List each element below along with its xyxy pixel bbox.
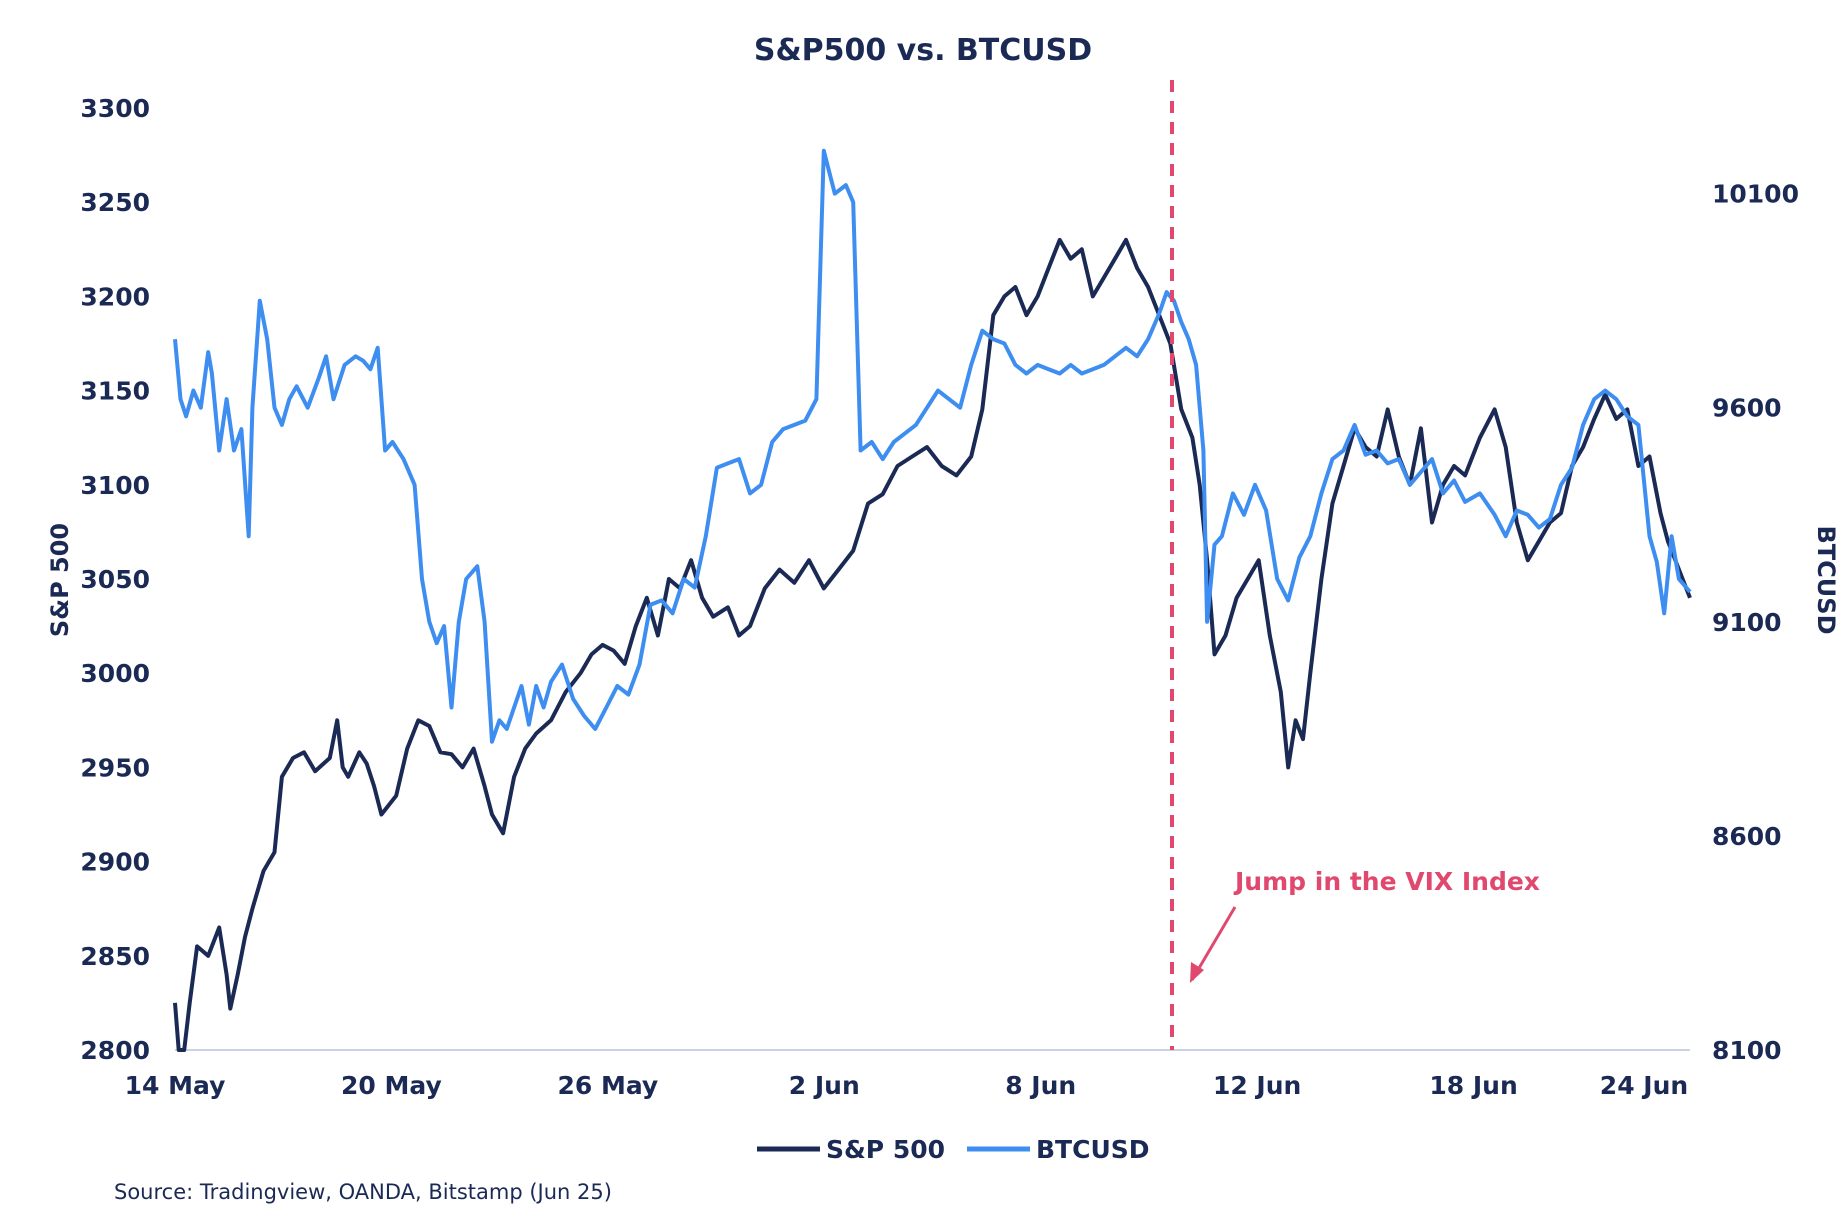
x-tick-label: 12 Jun [1213,1071,1301,1100]
right-tick-label: 8100 [1712,1036,1782,1065]
x-tick-label: 8 Jun [1005,1071,1076,1100]
x-tick-label: 24 Jun [1600,1071,1688,1100]
left-tick-label: 2900 [80,848,150,877]
left-tick-label: 3000 [80,659,150,688]
left-tick-label: 2850 [80,942,150,971]
vix-annotation-arrowhead [1190,962,1204,983]
x-tick-label: 14 May [125,1071,226,1100]
left-tick-label: 2800 [80,1036,150,1065]
legend-label-sp500: S&P 500 [826,1135,945,1164]
x-tick-label: 20 May [341,1071,442,1100]
right-tick-label: 10100 [1712,180,1799,209]
legend: S&P 500 BTCUSD [757,1135,1150,1164]
right-tick-label: 9600 [1712,394,1782,423]
chart-title: S&P500 vs. BTCUSD [754,33,1092,68]
x-tick-label: 18 Jun [1429,1071,1517,1100]
left-tick-label: 3300 [80,94,150,123]
left-tick-label: 2950 [80,753,150,782]
right-axis-label: BTCUSD [1812,526,1840,635]
left-tick-label: 3150 [80,377,150,406]
series-line-sp500 [173,237,1692,1052]
x-tick-label: 2 Jun [789,1071,860,1100]
left-axis-label: S&P 500 [46,523,74,637]
series-line-btcusd [173,148,1692,744]
right-tick-label: 8600 [1712,822,1782,851]
source-note: Source: Tradingview, OANDA, Bitstamp (Ju… [114,1180,612,1204]
right-tick-label: 9100 [1712,608,1782,637]
left-tick-label: 3100 [80,471,150,500]
legend-label-btcusd: BTCUSD [1036,1135,1150,1164]
x-axis-ticks: 14 May 20 May 26 May 2 Jun 8 Jun 12 Jun 18 Jun… [125,1071,1689,1100]
left-axis-ticks: 3300 3250 3200 3150 3100 3050 3000 2950 2900 2850… [80,94,150,1065]
left-tick-label: 3200 [80,282,150,311]
left-tick-label: 3050 [80,565,150,594]
left-tick-label: 3250 [80,188,150,217]
vix-annotation: Jump in the VIX Index [1233,867,1540,896]
x-tick-label: 26 May [557,1071,658,1100]
right-axis-ticks: 10100 9600 9100 8600 8100 [1712,180,1799,1065]
